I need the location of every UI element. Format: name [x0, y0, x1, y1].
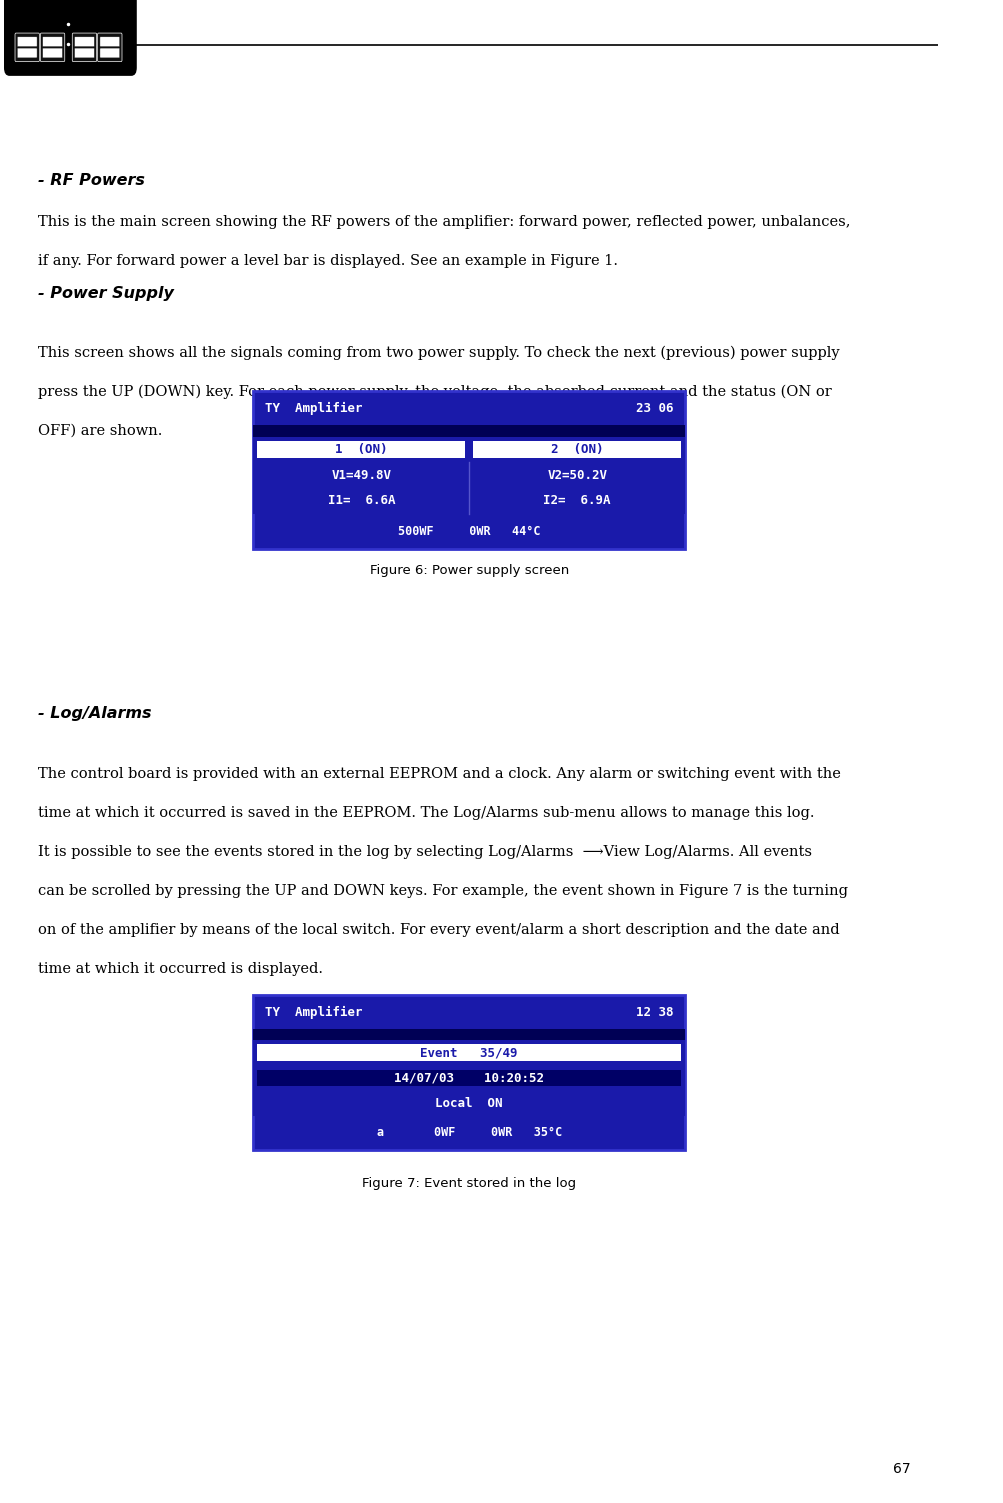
Text: can be scrolled by pressing the UP and DOWN keys. For example, the event shown i: can be scrolled by pressing the UP and D… — [37, 884, 847, 897]
FancyBboxPatch shape — [40, 33, 64, 62]
Text: 67: 67 — [892, 1462, 910, 1476]
Text: 1  (ON): 1 (ON) — [335, 443, 387, 455]
Text: Local  ON: Local ON — [435, 1097, 503, 1109]
Text: Figure 7: Event stored in the log: Figure 7: Event stored in the log — [362, 1177, 576, 1190]
Text: It is possible to see the events stored in the log by selecting Log/Alarms  ⟶Vie: It is possible to see the events stored … — [37, 845, 810, 858]
Text: a       0WF     0WR   35°C: a 0WF 0WR 35°C — [376, 1126, 562, 1139]
Text: This is the main screen showing the RF powers of the amplifier: forward power, r: This is the main screen showing the RF p… — [37, 215, 850, 228]
Bar — [472, 440, 681, 458]
Text: TY  Amplifier: TY Amplifier — [265, 1006, 362, 1019]
Bar — [253, 1030, 684, 1040]
Text: 2  (ON): 2 (ON) — [551, 443, 603, 455]
FancyBboxPatch shape — [72, 33, 96, 62]
Text: press the UP (DOWN) key. For each power supply, the voltage, the absorbed curren: press the UP (DOWN) key. For each power … — [37, 385, 830, 400]
Text: Figure 6: Power supply screen: Figure 6: Power supply screen — [369, 564, 569, 577]
Text: time at which it occurred is saved in the EEPROM. The Log/Alarms sub-menu allows: time at which it occurred is saved in th… — [37, 806, 813, 819]
Bar — [253, 391, 684, 549]
FancyBboxPatch shape — [43, 48, 62, 59]
Text: OFF) are shown.: OFF) are shown. — [37, 424, 161, 437]
Bar — [253, 425, 684, 436]
Bar — [257, 440, 465, 458]
FancyBboxPatch shape — [74, 48, 94, 59]
FancyBboxPatch shape — [5, 0, 136, 75]
Bar — [257, 1070, 681, 1087]
FancyBboxPatch shape — [100, 38, 119, 47]
FancyBboxPatch shape — [74, 38, 94, 47]
Text: Event   35/49: Event 35/49 — [420, 1046, 518, 1060]
Text: 12 38: 12 38 — [636, 1006, 673, 1019]
Text: The control board is provided with an external EEPROM and a clock. Any alarm or : The control board is provided with an ex… — [37, 767, 840, 780]
Text: on of the amplifier by means of the local switch. For every event/alarm a short : on of the amplifier by means of the loca… — [37, 923, 839, 936]
Text: - RF Powers: - RF Powers — [37, 173, 144, 188]
FancyBboxPatch shape — [100, 48, 119, 59]
FancyBboxPatch shape — [15, 33, 39, 62]
Text: 14/07/03    10:20:52: 14/07/03 10:20:52 — [394, 1072, 544, 1084]
Text: I2=  6.9A: I2= 6.9A — [543, 494, 610, 508]
Text: V2=50.2V: V2=50.2V — [547, 469, 607, 481]
Bar — [253, 1040, 684, 1115]
FancyBboxPatch shape — [97, 33, 122, 62]
FancyBboxPatch shape — [17, 38, 37, 47]
Text: This screen shows all the signals coming from two power supply. To check the nex: This screen shows all the signals coming… — [37, 346, 839, 361]
Text: 500WF     0WR   44°C: 500WF 0WR 44°C — [397, 525, 540, 538]
Text: - Power Supply: - Power Supply — [37, 286, 174, 301]
Text: V1=49.8V: V1=49.8V — [331, 469, 391, 481]
Text: time at which it occurred is displayed.: time at which it occurred is displayed. — [37, 962, 322, 975]
Text: TY  Amplifier: TY Amplifier — [265, 401, 362, 415]
Text: - Log/Alarms: - Log/Alarms — [37, 706, 150, 721]
Bar — [253, 436, 684, 514]
Text: I1=  6.6A: I1= 6.6A — [327, 494, 394, 508]
FancyBboxPatch shape — [17, 48, 37, 59]
Text: 23 06: 23 06 — [636, 401, 673, 415]
Text: if any. For forward power a level bar is displayed. See an example in Figure 1.: if any. For forward power a level bar is… — [37, 254, 617, 268]
Bar — [257, 1045, 681, 1061]
Bar — [253, 995, 684, 1150]
FancyBboxPatch shape — [43, 38, 62, 47]
